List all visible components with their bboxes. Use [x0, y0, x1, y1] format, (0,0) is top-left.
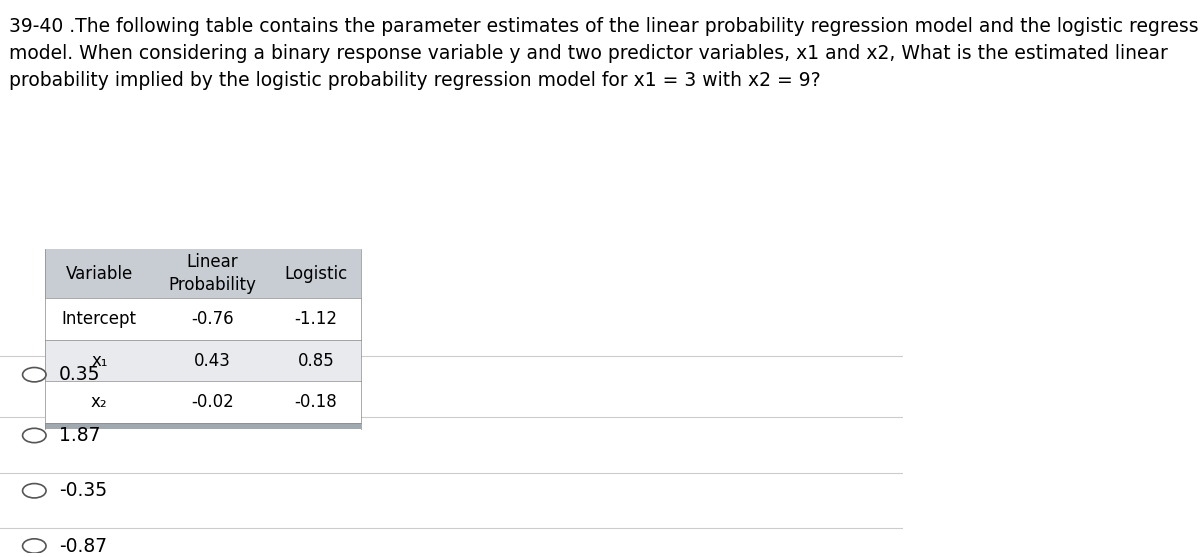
- Text: Variable: Variable: [66, 265, 133, 282]
- Text: -0.02: -0.02: [191, 393, 234, 411]
- Text: Linear
Probability: Linear Probability: [168, 253, 256, 294]
- FancyBboxPatch shape: [46, 248, 361, 299]
- Text: -1.12: -1.12: [294, 310, 337, 328]
- FancyBboxPatch shape: [46, 340, 361, 382]
- Text: 39-40 .The following table contains the parameter estimates of the linear probab: 39-40 .The following table contains the …: [10, 17, 1200, 90]
- Text: x₂: x₂: [91, 393, 108, 411]
- Text: -0.18: -0.18: [294, 393, 337, 411]
- Text: -0.35: -0.35: [59, 481, 107, 500]
- Text: 0.35: 0.35: [59, 365, 100, 384]
- Text: 0.43: 0.43: [193, 351, 230, 370]
- Text: -0.87: -0.87: [59, 536, 107, 555]
- FancyBboxPatch shape: [46, 299, 361, 340]
- Text: Intercept: Intercept: [61, 310, 137, 328]
- Text: 1.87: 1.87: [59, 426, 100, 445]
- Text: -0.76: -0.76: [191, 310, 234, 328]
- Text: Logistic: Logistic: [284, 265, 348, 282]
- FancyBboxPatch shape: [46, 382, 361, 423]
- Text: 0.85: 0.85: [298, 351, 335, 370]
- Text: x₁: x₁: [91, 351, 108, 370]
- FancyBboxPatch shape: [46, 423, 361, 429]
